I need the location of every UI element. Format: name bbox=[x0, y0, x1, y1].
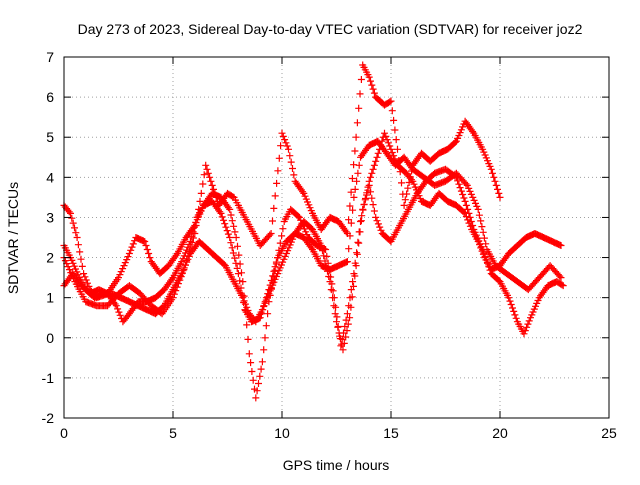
x-axis-label: GPS time / hours bbox=[283, 457, 390, 473]
x-tick-label: 25 bbox=[601, 425, 617, 441]
y-tick-label: 2 bbox=[46, 250, 54, 266]
x-tick-label: 0 bbox=[60, 425, 68, 441]
data-series bbox=[60, 61, 567, 402]
series-trace-3 bbox=[60, 129, 565, 402]
x-tick-label: 15 bbox=[383, 425, 399, 441]
series-markers bbox=[60, 129, 565, 402]
y-tick-label: -2 bbox=[42, 410, 55, 426]
y-tick-label: -1 bbox=[42, 370, 55, 386]
chart-title: Day 273 of 2023, Sidereal Day-to-day VTE… bbox=[78, 21, 583, 37]
x-tick-label: 20 bbox=[492, 425, 508, 441]
y-tick-label: 4 bbox=[46, 169, 54, 185]
y-tick-label: 5 bbox=[46, 129, 54, 145]
axis-ticks: -2 -1 0 1 2 3 4 5 6 7 0 5 10 15 20 25 bbox=[42, 49, 617, 441]
y-tick-label: 6 bbox=[46, 89, 54, 105]
y-tick-label: 0 bbox=[46, 330, 54, 346]
y-tick-label: 1 bbox=[46, 290, 54, 306]
x-tick-label: 10 bbox=[274, 425, 290, 441]
y-tick-label: 7 bbox=[46, 49, 54, 65]
y-axis-label: SDTVAR / TECUs bbox=[5, 182, 21, 294]
plot-frame bbox=[63, 56, 610, 419]
y-tick-label: 3 bbox=[46, 209, 54, 225]
x-tick-label: 5 bbox=[169, 425, 177, 441]
